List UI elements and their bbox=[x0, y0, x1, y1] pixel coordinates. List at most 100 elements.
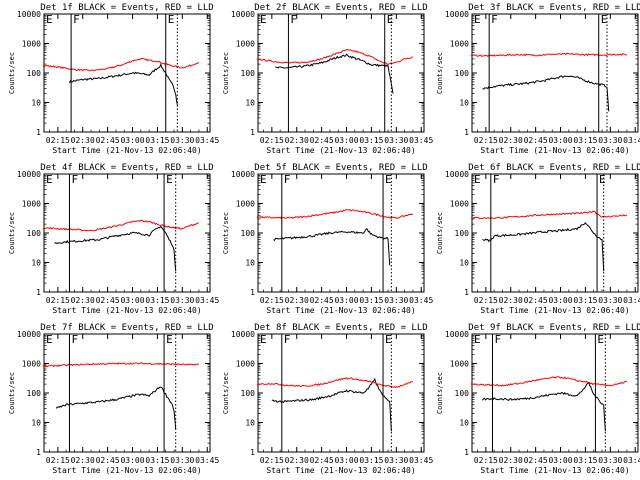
y-tick-label: 100 bbox=[455, 229, 470, 238]
x-tick-label: 03:45 bbox=[195, 296, 219, 305]
x-tick-label: 02:30 bbox=[499, 136, 523, 145]
x-tick-label: 03:45 bbox=[195, 136, 219, 145]
x-tick-label: 03:30 bbox=[170, 296, 194, 305]
panel-title: Det 4f BLACK = Events, RED = LLD bbox=[40, 163, 213, 173]
marker-F-label: F bbox=[284, 333, 291, 346]
x-tick-label: 02:45 bbox=[310, 456, 334, 465]
plot-frame bbox=[471, 13, 639, 133]
x-axis-label: Start Time (21-Nov-13 02:06:40) bbox=[266, 306, 415, 315]
y-tick-label: 1000 bbox=[236, 200, 255, 209]
x-tick-label: 02:30 bbox=[285, 136, 309, 145]
x-tick-label: 02:15 bbox=[474, 456, 498, 465]
y-axis-label: Counts/sec bbox=[222, 52, 230, 94]
y-tick-label: 10 bbox=[245, 419, 255, 428]
x-tick-label: 03:30 bbox=[384, 456, 408, 465]
x-tick-label: 02:15 bbox=[260, 296, 284, 305]
x-tick-label: 03:45 bbox=[409, 456, 433, 465]
marker-E-label: E bbox=[166, 173, 173, 186]
detector-panel-6: Det 6f BLACK = Events, RED = LLD 1 10 100 10… bbox=[436, 163, 640, 315]
marker-F-label: F bbox=[284, 173, 291, 186]
plot-frame bbox=[471, 333, 639, 453]
x-tick-label: 03:00 bbox=[334, 136, 358, 145]
detector-panel-1: Det 1f BLACK = Events, RED = LLD 1 10 100 10… bbox=[8, 3, 219, 155]
marker-F-label: F bbox=[493, 173, 500, 186]
panel-title: Det 1f BLACK = Events, RED = LLD bbox=[40, 3, 213, 13]
x-tick-label: 02:30 bbox=[285, 296, 309, 305]
y-tick-label: 1000 bbox=[450, 200, 469, 209]
x-tick-label: 03:30 bbox=[170, 456, 194, 465]
x-tick-label: 02:30 bbox=[499, 456, 523, 465]
y-axis-label: Counts/sec bbox=[8, 52, 16, 94]
x-tick-label: 02:15 bbox=[46, 136, 70, 145]
detector-panel-2: Det 2f BLACK = Events, RED = LLD 1 10 100 10… bbox=[222, 3, 433, 155]
lld-series-line bbox=[470, 210, 628, 220]
x-tick-label: 02:45 bbox=[96, 136, 120, 145]
y-tick-label: 100 bbox=[27, 389, 42, 398]
x-tick-label: 03:15 bbox=[145, 296, 169, 305]
x-tick-label: 03:00 bbox=[548, 296, 572, 305]
y-tick-label: 1000 bbox=[22, 360, 41, 369]
x-axis-label: Start Time (21-Nov-13 02:06:40) bbox=[480, 306, 629, 315]
plot-frame bbox=[43, 13, 211, 133]
y-axis-label: Counts/sec bbox=[436, 52, 444, 94]
detector-panel-5: Det 5f BLACK = Events, RED = LLD 1 10 100 10… bbox=[222, 163, 433, 315]
lld-series-line bbox=[42, 57, 200, 72]
x-tick-label: 02:15 bbox=[260, 456, 284, 465]
detector-panel-4: Det 4f BLACK = Events, RED = LLD 1 10 100 10… bbox=[8, 163, 219, 315]
y-tick-label: 100 bbox=[27, 69, 42, 78]
lld-series-line bbox=[470, 376, 627, 387]
x-axis-label: Start Time (21-Nov-13 02:06:40) bbox=[480, 146, 629, 155]
y-tick-label: 100 bbox=[27, 229, 42, 238]
x-tick-label: 03:30 bbox=[598, 136, 622, 145]
plot-frame bbox=[43, 173, 211, 293]
events-series-line bbox=[54, 225, 177, 272]
x-tick-label: 02:30 bbox=[71, 456, 95, 465]
y-tick-label: 1000 bbox=[22, 200, 41, 209]
y-tick-label: 10 bbox=[459, 99, 469, 108]
events-series-line bbox=[482, 75, 610, 112]
x-tick-label: 03:45 bbox=[623, 296, 640, 305]
y-tick-label: 1 bbox=[464, 448, 469, 457]
x-tick-label: 03:30 bbox=[384, 136, 408, 145]
panel-title: Det 8f BLACK = Events, RED = LLD bbox=[254, 323, 427, 333]
events-series-line bbox=[69, 62, 178, 106]
y-axis-label: Counts/sec bbox=[222, 372, 230, 414]
y-tick-label: 10 bbox=[245, 259, 255, 268]
marker-E-label: E bbox=[385, 173, 392, 186]
x-axis-label: Start Time (21-Nov-13 02:06:40) bbox=[480, 466, 629, 475]
events-series-line bbox=[273, 228, 391, 266]
x-tick-label: 03:45 bbox=[409, 296, 433, 305]
x-tick-label: 02:30 bbox=[285, 456, 309, 465]
x-tick-label: 03:15 bbox=[145, 136, 169, 145]
y-tick-label: 1 bbox=[36, 448, 41, 457]
marker-F-label: F bbox=[491, 13, 498, 26]
y-tick-label: 100 bbox=[241, 389, 256, 398]
x-tick-label: 02:45 bbox=[524, 456, 548, 465]
x-axis-label: Start Time (21-Nov-13 02:06:40) bbox=[266, 146, 415, 155]
x-tick-label: 02:45 bbox=[524, 136, 548, 145]
x-tick-label: 02:15 bbox=[474, 136, 498, 145]
y-axis-label: Counts/sec bbox=[222, 212, 230, 254]
y-tick-label: 10 bbox=[31, 419, 41, 428]
x-tick-label: 03:00 bbox=[120, 136, 144, 145]
y-tick-label: 1 bbox=[250, 288, 255, 297]
y-tick-label: 100 bbox=[241, 69, 256, 78]
plot-frame bbox=[471, 173, 639, 293]
plot-frame bbox=[257, 173, 425, 293]
y-tick-label: 10000 bbox=[445, 170, 469, 179]
plot-frame bbox=[257, 333, 425, 453]
x-tick-label: 03:00 bbox=[120, 296, 144, 305]
x-tick-label: 03:45 bbox=[195, 456, 219, 465]
detector-panel-8: Det 8f BLACK = Events, RED = LLD 1 10 100 10… bbox=[222, 323, 433, 475]
y-tick-label: 10000 bbox=[231, 330, 255, 339]
y-tick-label: 10000 bbox=[231, 10, 255, 19]
y-tick-label: 10 bbox=[245, 99, 255, 108]
panel-title: Det 2f BLACK = Events, RED = LLD bbox=[254, 3, 427, 13]
marker-E-label: E bbox=[474, 13, 481, 26]
x-axis-label: Start Time (21-Nov-13 02:06:40) bbox=[52, 146, 201, 155]
x-tick-label: 02:45 bbox=[524, 296, 548, 305]
x-tick-label: 03:30 bbox=[384, 296, 408, 305]
x-tick-label: 02:30 bbox=[71, 296, 95, 305]
y-tick-label: 1000 bbox=[450, 40, 469, 49]
